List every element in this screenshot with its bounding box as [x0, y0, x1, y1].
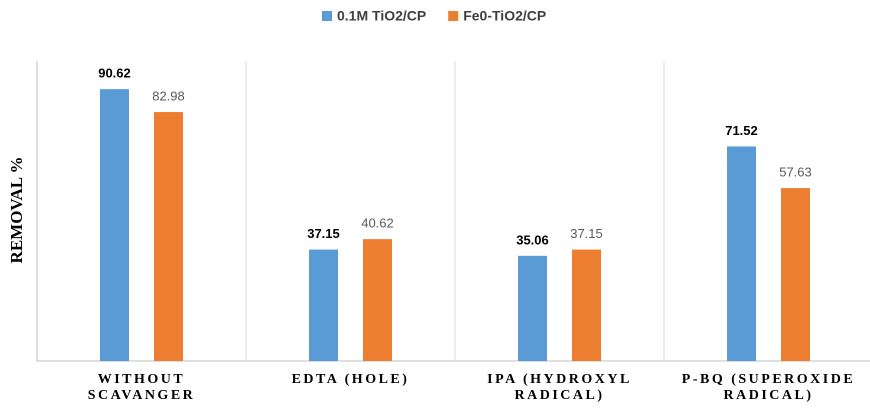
bar [100, 89, 129, 361]
x-tick-label: WITHOUT SCAVANGER [87, 372, 196, 403]
value-label: 37.15 [570, 226, 603, 241]
legend-swatch [448, 11, 459, 21]
value-label: 90.62 [98, 66, 131, 81]
value-label: 35.06 [516, 232, 549, 247]
bar [363, 239, 392, 361]
legend-swatch [322, 11, 332, 21]
legend-label: 0.1M TiO2/CP [337, 8, 426, 24]
x-tick-label: P-BQ (SUPEROXIDE RADICAL) [681, 372, 856, 403]
x-tick-label: EDTA (HOLE) [291, 372, 410, 387]
x-tick-label: IPA (HYDROXYL RADICAL) [487, 372, 632, 403]
value-label: 37.15 [307, 226, 340, 241]
bar [154, 112, 183, 361]
bar [781, 188, 810, 361]
bar [572, 249, 601, 361]
value-label: 71.52 [725, 123, 758, 138]
y-axis-label: REMOVAL % [7, 157, 26, 264]
value-label: 57.63 [779, 165, 812, 180]
value-label: 40.62 [361, 216, 394, 231]
value-label: 82.98 [152, 88, 185, 103]
bar [727, 146, 756, 361]
bar [309, 249, 338, 361]
legend-label: Fe0-TiO2/CP [463, 8, 546, 24]
bar [518, 255, 547, 361]
